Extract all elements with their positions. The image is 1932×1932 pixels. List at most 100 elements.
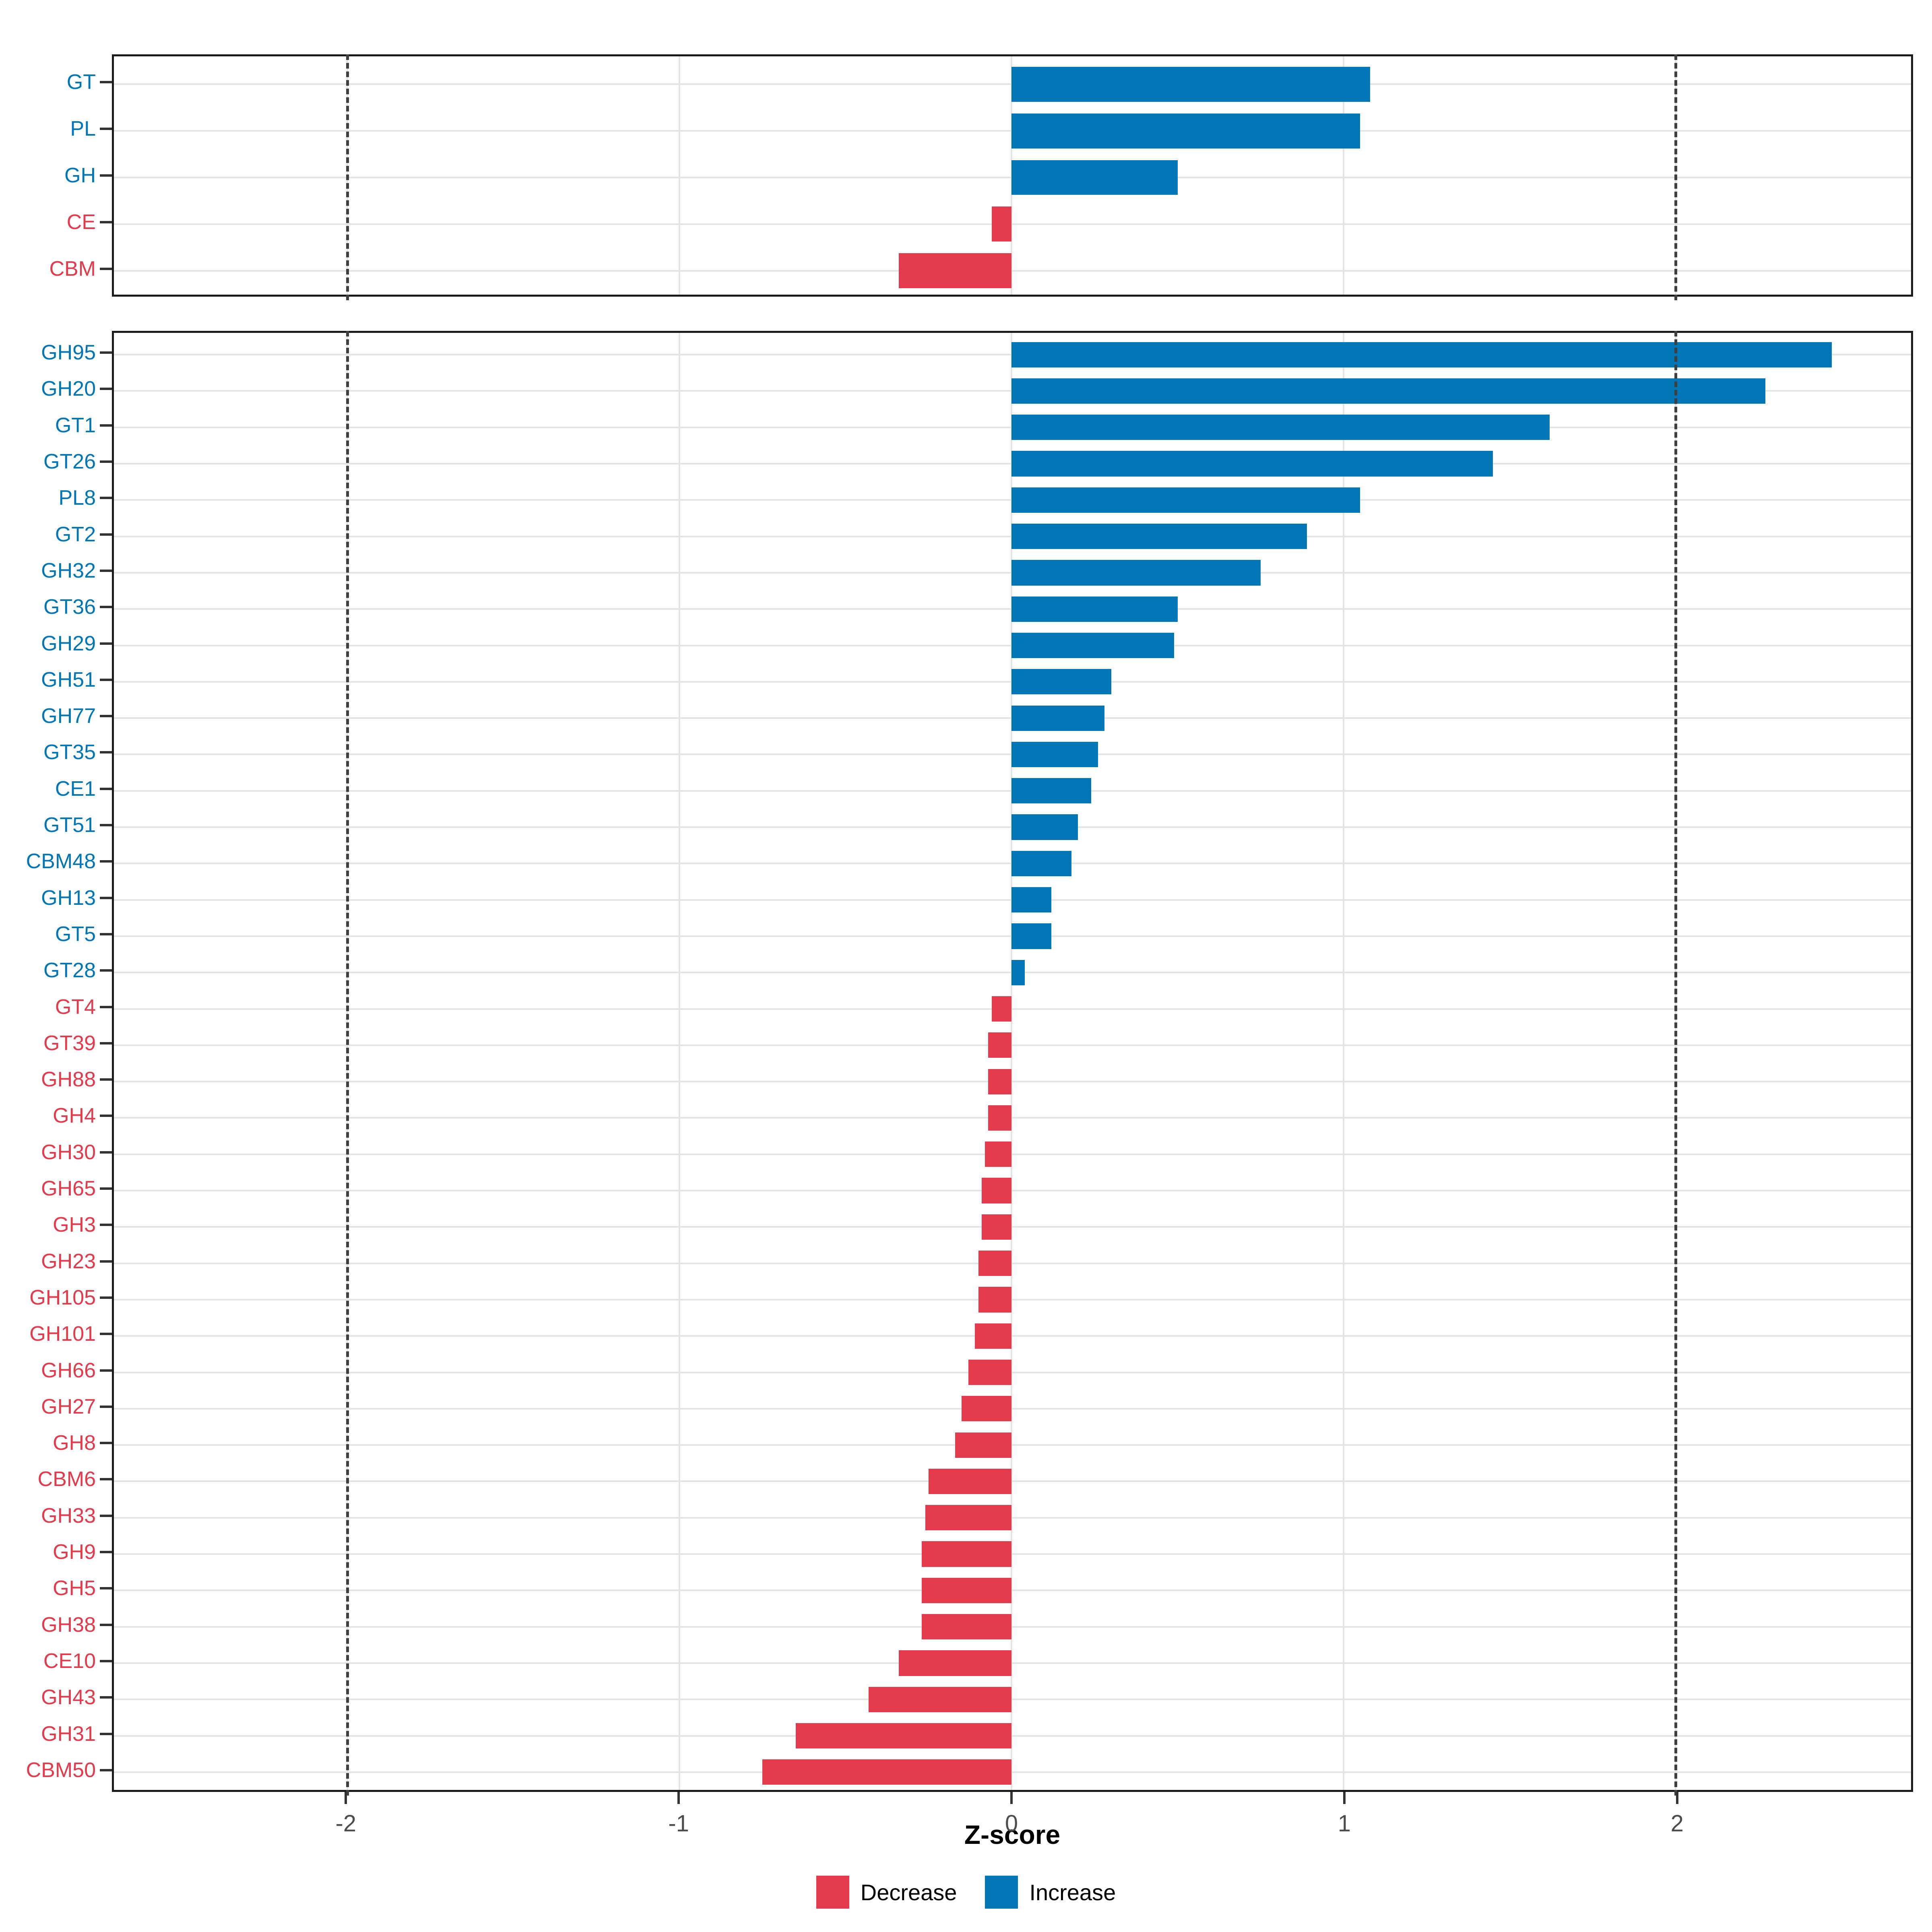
category-tick [100, 787, 112, 790]
bar-CE10 [898, 1650, 1012, 1676]
bar-GH27 [962, 1396, 1012, 1422]
category-label-GH9: GH9 [53, 1540, 96, 1564]
category-label-GT4: GT4 [55, 995, 96, 1019]
bar-CE1 [1011, 778, 1092, 804]
bar-GT2 [1011, 524, 1307, 549]
category-label-CBM6: CBM6 [37, 1468, 96, 1491]
category-tick [100, 1042, 112, 1044]
bar-GH66 [968, 1359, 1012, 1385]
horizontal-gridline [114, 1008, 1911, 1010]
x-axis-tick [1343, 1792, 1346, 1804]
category-label-GH4: GH4 [53, 1104, 96, 1128]
category-tick [100, 642, 112, 645]
category-label-GH30: GH30 [41, 1140, 96, 1164]
bar-GH5 [922, 1577, 1012, 1603]
category-tick [100, 1187, 112, 1190]
category-tick [100, 533, 112, 536]
category-label-GH23: GH23 [41, 1249, 96, 1273]
horizontal-gridline [114, 1226, 1911, 1228]
category-tick [100, 860, 112, 863]
bottom-panel-families [112, 331, 1913, 1796]
category-label-GT1: GT1 [55, 413, 96, 437]
category-tick [100, 128, 112, 130]
vertical-gridline [1343, 56, 1345, 295]
horizontal-gridline [114, 1262, 1911, 1264]
category-tick [100, 460, 112, 463]
category-label-GT28: GT28 [43, 959, 96, 983]
category-label-CE1: CE1 [55, 777, 96, 801]
category-tick [100, 1587, 112, 1590]
category-label-PL: PL [70, 117, 96, 141]
bar-GH4 [988, 1105, 1012, 1131]
bar-GT36 [1011, 596, 1178, 622]
category-tick [100, 896, 112, 899]
category-label-GH13: GH13 [41, 886, 96, 910]
category-label-GH29: GH29 [41, 632, 96, 655]
category-tick [100, 1696, 112, 1699]
category-label-GH20: GH20 [41, 377, 96, 401]
category-tick [100, 221, 112, 223]
x-axis-tick [1676, 1792, 1678, 1804]
category-label-GH33: GH33 [41, 1504, 96, 1527]
category-tick [100, 1005, 112, 1008]
category-tick [100, 1514, 112, 1517]
vertical-gridline [679, 333, 680, 1790]
category-label-GH51: GH51 [41, 668, 96, 691]
category-tick [100, 351, 112, 354]
category-tick [100, 1078, 112, 1081]
category-tick [100, 678, 112, 681]
category-label-GT: GT [66, 70, 96, 94]
category-label-GH27: GH27 [41, 1395, 96, 1418]
horizontal-gridline [114, 1626, 1911, 1628]
category-tick [100, 569, 112, 572]
bar-GH105 [978, 1287, 1012, 1313]
dashed-guide-2 [1674, 331, 1678, 1796]
category-tick [100, 174, 112, 177]
top-panel-classes [112, 54, 1913, 300]
category-tick [100, 969, 112, 972]
horizontal-gridline [114, 1735, 1911, 1737]
category-tick [100, 424, 112, 427]
bar-PL [1011, 113, 1360, 149]
bar-GT5 [1011, 923, 1052, 949]
bar-GH101 [975, 1323, 1012, 1349]
category-label-GT39: GT39 [43, 1031, 96, 1055]
category-tick [100, 1732, 112, 1735]
bar-GT28 [1011, 960, 1025, 985]
bar-GH51 [1011, 669, 1111, 695]
category-tick [100, 1551, 112, 1554]
category-label-GH32: GH32 [41, 559, 96, 582]
horizontal-gridline [114, 270, 1911, 272]
x-axis-title: Z-score [964, 1820, 1061, 1849]
category-tick [100, 1442, 112, 1445]
category-label-GT26: GT26 [43, 450, 96, 474]
category-label-GH8: GH8 [53, 1431, 96, 1455]
bar-GH [1011, 160, 1178, 195]
category-tick [100, 933, 112, 935]
horizontal-gridline [114, 1190, 1911, 1192]
bar-GH20 [1011, 378, 1765, 404]
x-axis-tick-label: -2 [335, 1810, 357, 1837]
bar-GH88 [988, 1069, 1012, 1094]
category-label-CE10: CE10 [43, 1649, 96, 1673]
horizontal-gridline [114, 1662, 1911, 1664]
category-label-GT2: GT2 [55, 522, 96, 546]
x-axis-tick [345, 1792, 347, 1804]
horizontal-gridline [114, 223, 1911, 225]
x-axis-tick-label: 0 [1005, 1810, 1018, 1837]
bar-GH32 [1011, 560, 1261, 586]
bar-CBM48 [1011, 850, 1071, 876]
bar-GH13 [1011, 887, 1052, 913]
category-label-GT36: GT36 [43, 595, 96, 619]
bar-GH30 [985, 1141, 1012, 1167]
bar-GH38 [922, 1614, 1012, 1640]
bar-GT4 [991, 996, 1012, 1022]
bar-GH8 [955, 1432, 1012, 1458]
horizontal-gridline [114, 1371, 1911, 1373]
bar-GT26 [1011, 451, 1493, 477]
dashed-guide-2 [1674, 54, 1678, 300]
bar-GH43 [869, 1686, 1012, 1712]
category-tick [100, 1478, 112, 1481]
vertical-gridline [679, 56, 680, 295]
bar-GH95 [1011, 342, 1832, 367]
